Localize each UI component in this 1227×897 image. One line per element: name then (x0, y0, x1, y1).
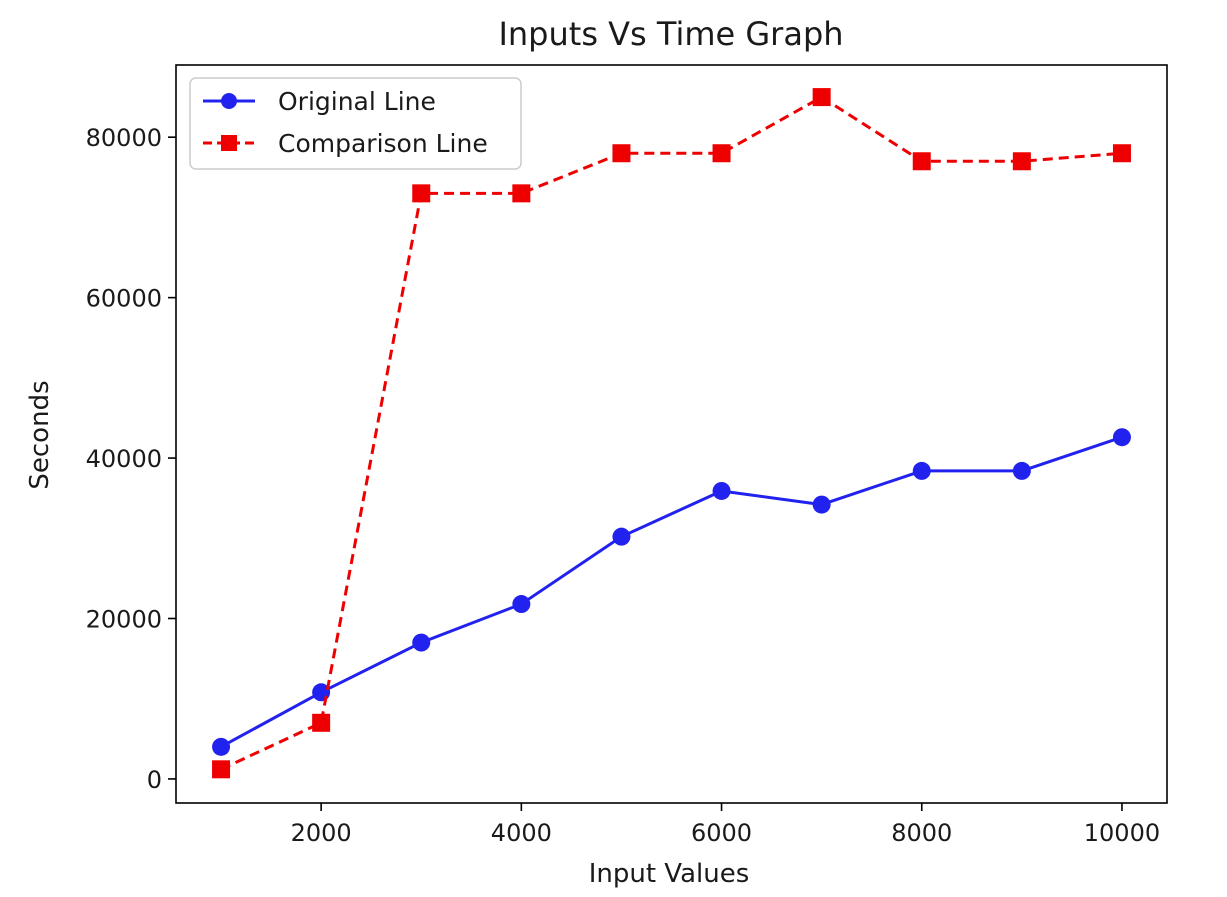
y-tick-label: 80000 (86, 124, 162, 152)
y-tick-label: 0 (147, 766, 162, 794)
original-line-point (1012, 461, 1031, 480)
x-tick-label: 6000 (691, 819, 752, 847)
comparison-line-point (1012, 152, 1031, 171)
comparison-line-point (312, 713, 331, 732)
plot-frame (175, 64, 1168, 804)
comparison-line-point (1112, 144, 1131, 163)
legend-original-line-label: Original Line (278, 87, 436, 116)
original-line-point (412, 633, 431, 652)
original-line-point (912, 461, 931, 480)
x-tick-label: 4000 (491, 819, 552, 847)
x-tick-label: 10000 (1084, 819, 1160, 847)
x-tick-label: 8000 (891, 819, 952, 847)
original-line-point (812, 495, 831, 514)
original-line-point (712, 481, 731, 500)
chart-title: Inputs Vs Time Graph (498, 15, 843, 53)
original-line-point (1112, 428, 1131, 447)
legend: Original Line Comparison Line (189, 77, 522, 170)
comparison-line-point (912, 152, 931, 171)
comparison-line-point (412, 184, 431, 203)
series-layer (212, 88, 1131, 779)
x-axis-ticks: 2000 4000 6000 8000 10000 (291, 803, 1160, 847)
x-axis-label: Input Values (589, 859, 750, 889)
legend-comparison-line-marker (221, 135, 237, 151)
legend-box (189, 77, 522, 170)
y-tick-label: 20000 (86, 606, 162, 634)
original-line-point (212, 737, 231, 756)
comparison-line-point (712, 144, 731, 163)
comparison-line-point (812, 88, 831, 107)
comparison-line-point (612, 144, 631, 163)
y-tick-label: 60000 (86, 285, 162, 313)
comparison-line-point (512, 184, 531, 203)
y-axis-label: Seconds (25, 380, 55, 489)
comparison-line-point (212, 760, 231, 779)
y-tick-label: 40000 (86, 445, 162, 473)
x-tick-label: 2000 (291, 819, 352, 847)
original-line-point (512, 595, 531, 614)
y-axis-ticks: 0 20000 40000 60000 80000 (86, 124, 176, 794)
original-line-line (220, 435, 1123, 749)
legend-comparison-line-label: Comparison Line (278, 129, 488, 158)
legend-original-line-marker (221, 93, 237, 109)
comparison-line-line (220, 95, 1123, 771)
original-line-point (612, 527, 631, 546)
